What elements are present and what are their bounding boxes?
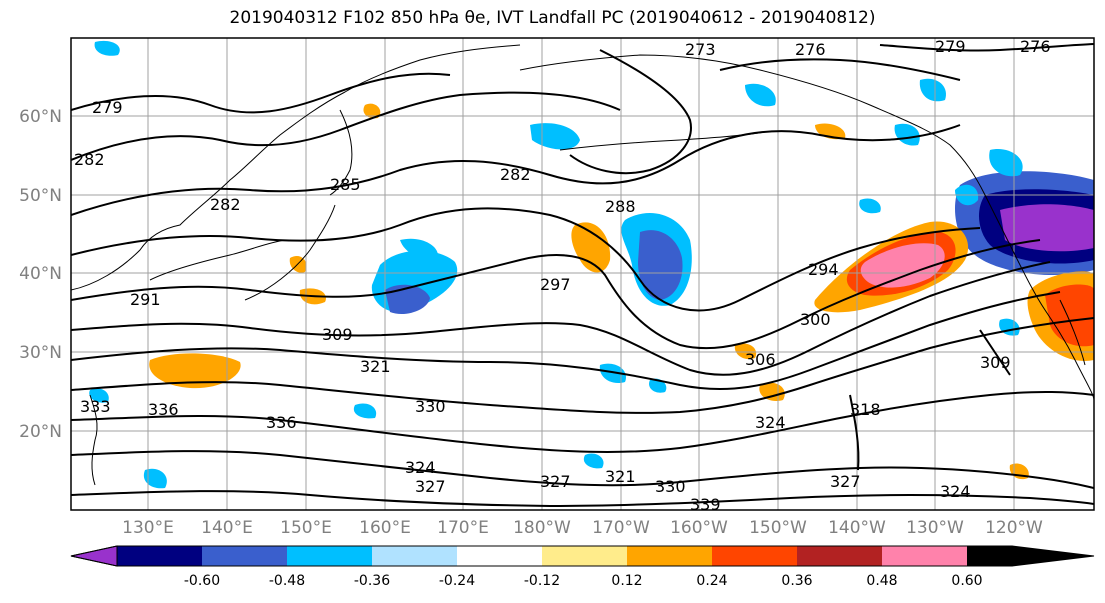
map-title: 2019040312 F102 850 hPa θe, IVT Landfall… (229, 8, 876, 28)
colorbar-segment (457, 546, 542, 566)
contour-label: 333 (80, 397, 111, 416)
colorbar-segment (797, 546, 882, 566)
contour-label: 306 (745, 350, 776, 369)
colorbar-tick-label: -0.60 (184, 573, 220, 589)
lon-tick-label: 140°W (828, 518, 886, 538)
colorbar-segment (627, 546, 712, 566)
contour-label: 324 (405, 458, 436, 477)
lat-tick-label: 40°N (19, 264, 62, 284)
contour-label: 276 (1020, 37, 1051, 56)
lon-tick-label: 170°E (437, 518, 489, 538)
colorbar-segment (202, 546, 287, 566)
colorbar-tick-label: 0.24 (696, 573, 727, 589)
contour-label: 330 (415, 397, 446, 416)
lon-tick-label: 160°W (670, 518, 728, 538)
contour-label: 282 (210, 195, 241, 214)
contour-label: 309 (322, 325, 353, 344)
colorbar-tick-label: -0.36 (354, 573, 390, 589)
contour-label: 285 (330, 175, 361, 194)
contour-labels: 279 282 288 285 282 282 291 297 294 300 … (74, 37, 1051, 514)
lat-tick-label: 20°N (19, 422, 62, 442)
colorbar-tick-label: 0.12 (611, 573, 642, 589)
colorbar-segment (882, 546, 967, 566)
colorbar-segment (70, 545, 118, 567)
contour-label: 282 (500, 165, 531, 184)
lon-tick-label: 140°E (201, 518, 253, 538)
graticule (71, 38, 1094, 510)
colorbar-tick-label: -0.48 (269, 573, 305, 589)
contour-label: 300 (800, 310, 831, 329)
contour-label: 324 (940, 482, 971, 501)
lon-tick-label: 120°W (985, 518, 1043, 538)
contour-label: 282 (74, 150, 105, 169)
colorbar-tick-label: 0.48 (866, 573, 897, 589)
lon-tick-label: 170°W (592, 518, 650, 538)
contour-label: 297 (540, 275, 571, 294)
colorbar-tick-label: 0.60 (951, 573, 982, 589)
lon-tick-label: 150°E (280, 518, 332, 538)
contour-label: 324 (755, 413, 786, 432)
contour-label: 330 (655, 477, 686, 496)
contour-label: 336 (148, 400, 179, 419)
lon-tick-label: 130°W (906, 518, 964, 538)
longitude-axis: 130°E 140°E 150°E 160°E 170°E 180°W 170°… (122, 518, 1043, 538)
colorbar-tick-label: -0.12 (524, 573, 560, 589)
lat-tick-label: 30°N (19, 343, 62, 363)
lon-tick-label: 130°E (122, 518, 174, 538)
colorbar-segment (287, 546, 372, 566)
latitude-axis: 60°N 50°N 40°N 30°N 20°N (19, 107, 62, 442)
contour-label: 291 (130, 290, 161, 309)
colorbar-segment (542, 546, 627, 566)
contour-label: 321 (605, 467, 636, 486)
contour-label: 327 (830, 472, 861, 491)
contour-label: 309 (980, 353, 1011, 372)
colorbar: -0.60 -0.48 -0.36 -0.24 -0.12 0.12 0.24 … (70, 545, 1095, 589)
coastlines (71, 44, 1094, 486)
lon-tick-label: 180°W (513, 518, 571, 538)
lon-tick-label: 160°E (359, 518, 411, 538)
lat-tick-label: 50°N (19, 186, 62, 206)
colorbar-segment (117, 546, 202, 566)
colorbar-segment (372, 546, 457, 566)
map-frame (70, 37, 1095, 511)
map-plot-area: 279 282 288 285 282 282 291 297 294 300 … (71, 37, 1094, 514)
contour-label: 273 (685, 40, 716, 59)
contour-label: 339 (690, 495, 721, 514)
contour-label: 294 (808, 260, 839, 279)
colorbar-tick-label: 0.36 (781, 573, 812, 589)
contour-label: 276 (795, 40, 826, 59)
contour-label: 279 (935, 37, 966, 56)
contour-label: 327 (540, 472, 571, 491)
colorbar-tick-label: -0.24 (439, 573, 475, 589)
colorbar-segment (712, 546, 797, 566)
lon-tick-label: 150°W (749, 518, 807, 538)
contour-label: 288 (605, 197, 636, 216)
lat-tick-label: 60°N (19, 107, 62, 127)
contour-label: 336 (266, 413, 297, 432)
contour-label: 279 (92, 98, 123, 117)
theta-e-contours (71, 43, 1094, 508)
contour-label: 327 (415, 477, 446, 496)
colorbar-segment (967, 546, 1094, 566)
contour-label: 318 (850, 400, 881, 419)
contour-label: 321 (360, 357, 391, 376)
